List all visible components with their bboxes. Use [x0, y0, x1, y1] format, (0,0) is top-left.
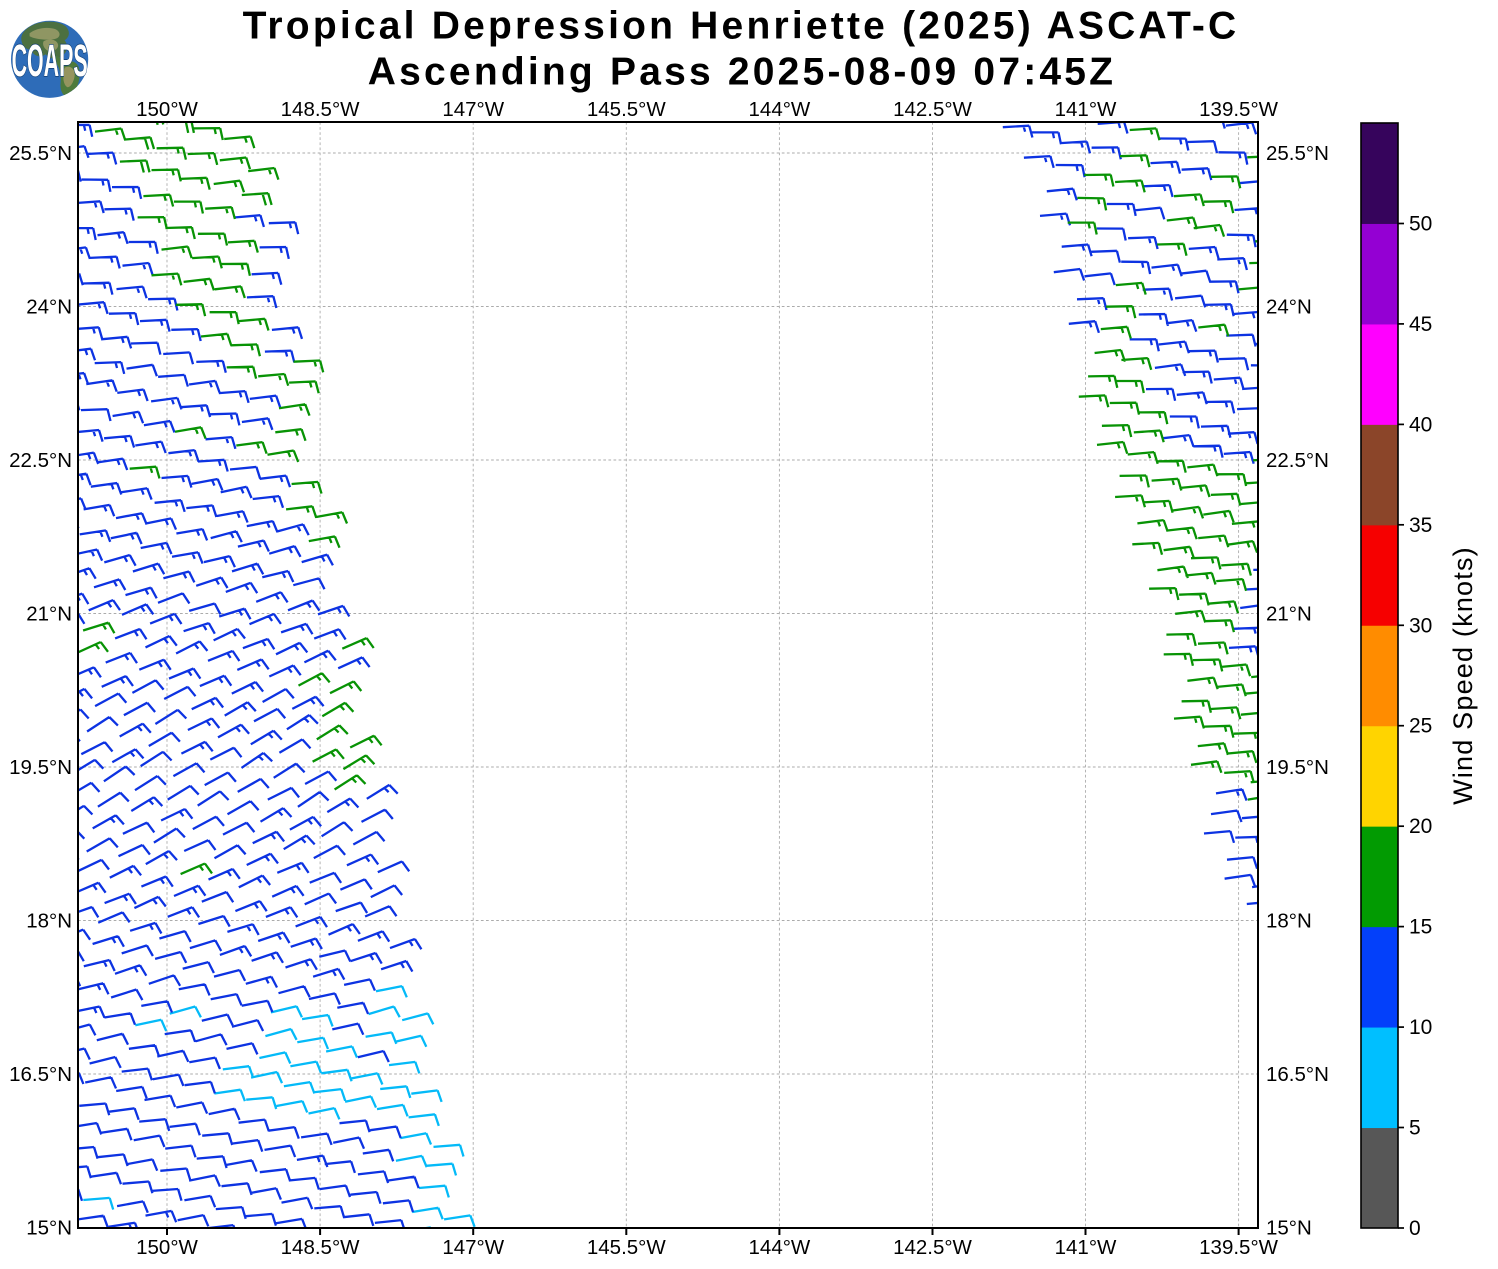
svg-text:141°W: 141°W [1055, 1236, 1117, 1259]
svg-text:25.5°N: 25.5°N [9, 142, 72, 165]
svg-text:0: 0 [1409, 1217, 1421, 1240]
svg-text:145.5°W: 145.5°W [587, 1236, 666, 1259]
svg-text:Wind Speed (knots): Wind Speed (knots) [1448, 546, 1478, 805]
svg-text:15°N: 15°N [1266, 1217, 1312, 1240]
svg-text:15: 15 [1409, 916, 1432, 939]
svg-text:22.5°N: 22.5°N [9, 449, 72, 472]
svg-text:139.5°W: 139.5°W [1199, 98, 1278, 121]
svg-text:150°W: 150°W [136, 98, 198, 121]
svg-text:25: 25 [1409, 715, 1432, 738]
svg-text:16.5°N: 16.5°N [9, 1063, 72, 1086]
svg-text:21°N: 21°N [1266, 603, 1312, 626]
svg-text:5: 5 [1409, 1117, 1421, 1140]
svg-text:16.5°N: 16.5°N [1266, 1063, 1329, 1086]
svg-text:142.5°W: 142.5°W [893, 1236, 972, 1259]
svg-text:145.5°W: 145.5°W [587, 98, 666, 121]
svg-text:147°W: 147°W [442, 1236, 504, 1259]
svg-text:20: 20 [1409, 815, 1432, 838]
svg-text:Tropical Depression Henriette: Tropical Depression Henriette (2025) ASC… [243, 5, 1240, 48]
svg-text:15°N: 15°N [26, 1217, 72, 1240]
svg-text:50: 50 [1409, 213, 1432, 236]
svg-text:21°N: 21°N [26, 603, 72, 626]
svg-text:10: 10 [1409, 1016, 1432, 1039]
svg-text:Ascending Pass 2025-08-09 07:4: Ascending Pass 2025-08-09 07:45Z [368, 50, 1116, 93]
svg-text:144°W: 144°W [749, 1236, 811, 1259]
svg-text:139.5°W: 139.5°W [1199, 1236, 1278, 1259]
svg-text:35: 35 [1409, 514, 1432, 537]
svg-text:30: 30 [1409, 614, 1432, 637]
svg-text:COAPS: COAPS [12, 35, 88, 86]
svg-text:141°W: 141°W [1055, 98, 1117, 121]
svg-text:45: 45 [1409, 313, 1432, 336]
svg-text:24°N: 24°N [1266, 296, 1312, 319]
svg-text:142.5°W: 142.5°W [893, 98, 972, 121]
svg-text:148.5°W: 148.5°W [281, 1236, 360, 1259]
svg-text:18°N: 18°N [1266, 910, 1312, 933]
svg-text:19.5°N: 19.5°N [1266, 756, 1329, 779]
svg-text:144°W: 144°W [749, 98, 811, 121]
svg-text:25.5°N: 25.5°N [1266, 142, 1329, 165]
svg-text:148.5°W: 148.5°W [281, 98, 360, 121]
svg-text:22.5°N: 22.5°N [1266, 449, 1329, 472]
svg-text:150°W: 150°W [136, 1236, 198, 1259]
svg-text:19.5°N: 19.5°N [9, 756, 72, 779]
svg-text:40: 40 [1409, 413, 1432, 436]
svg-text:18°N: 18°N [26, 910, 72, 933]
svg-text:147°W: 147°W [442, 98, 504, 121]
svg-text:24°N: 24°N [26, 296, 72, 319]
